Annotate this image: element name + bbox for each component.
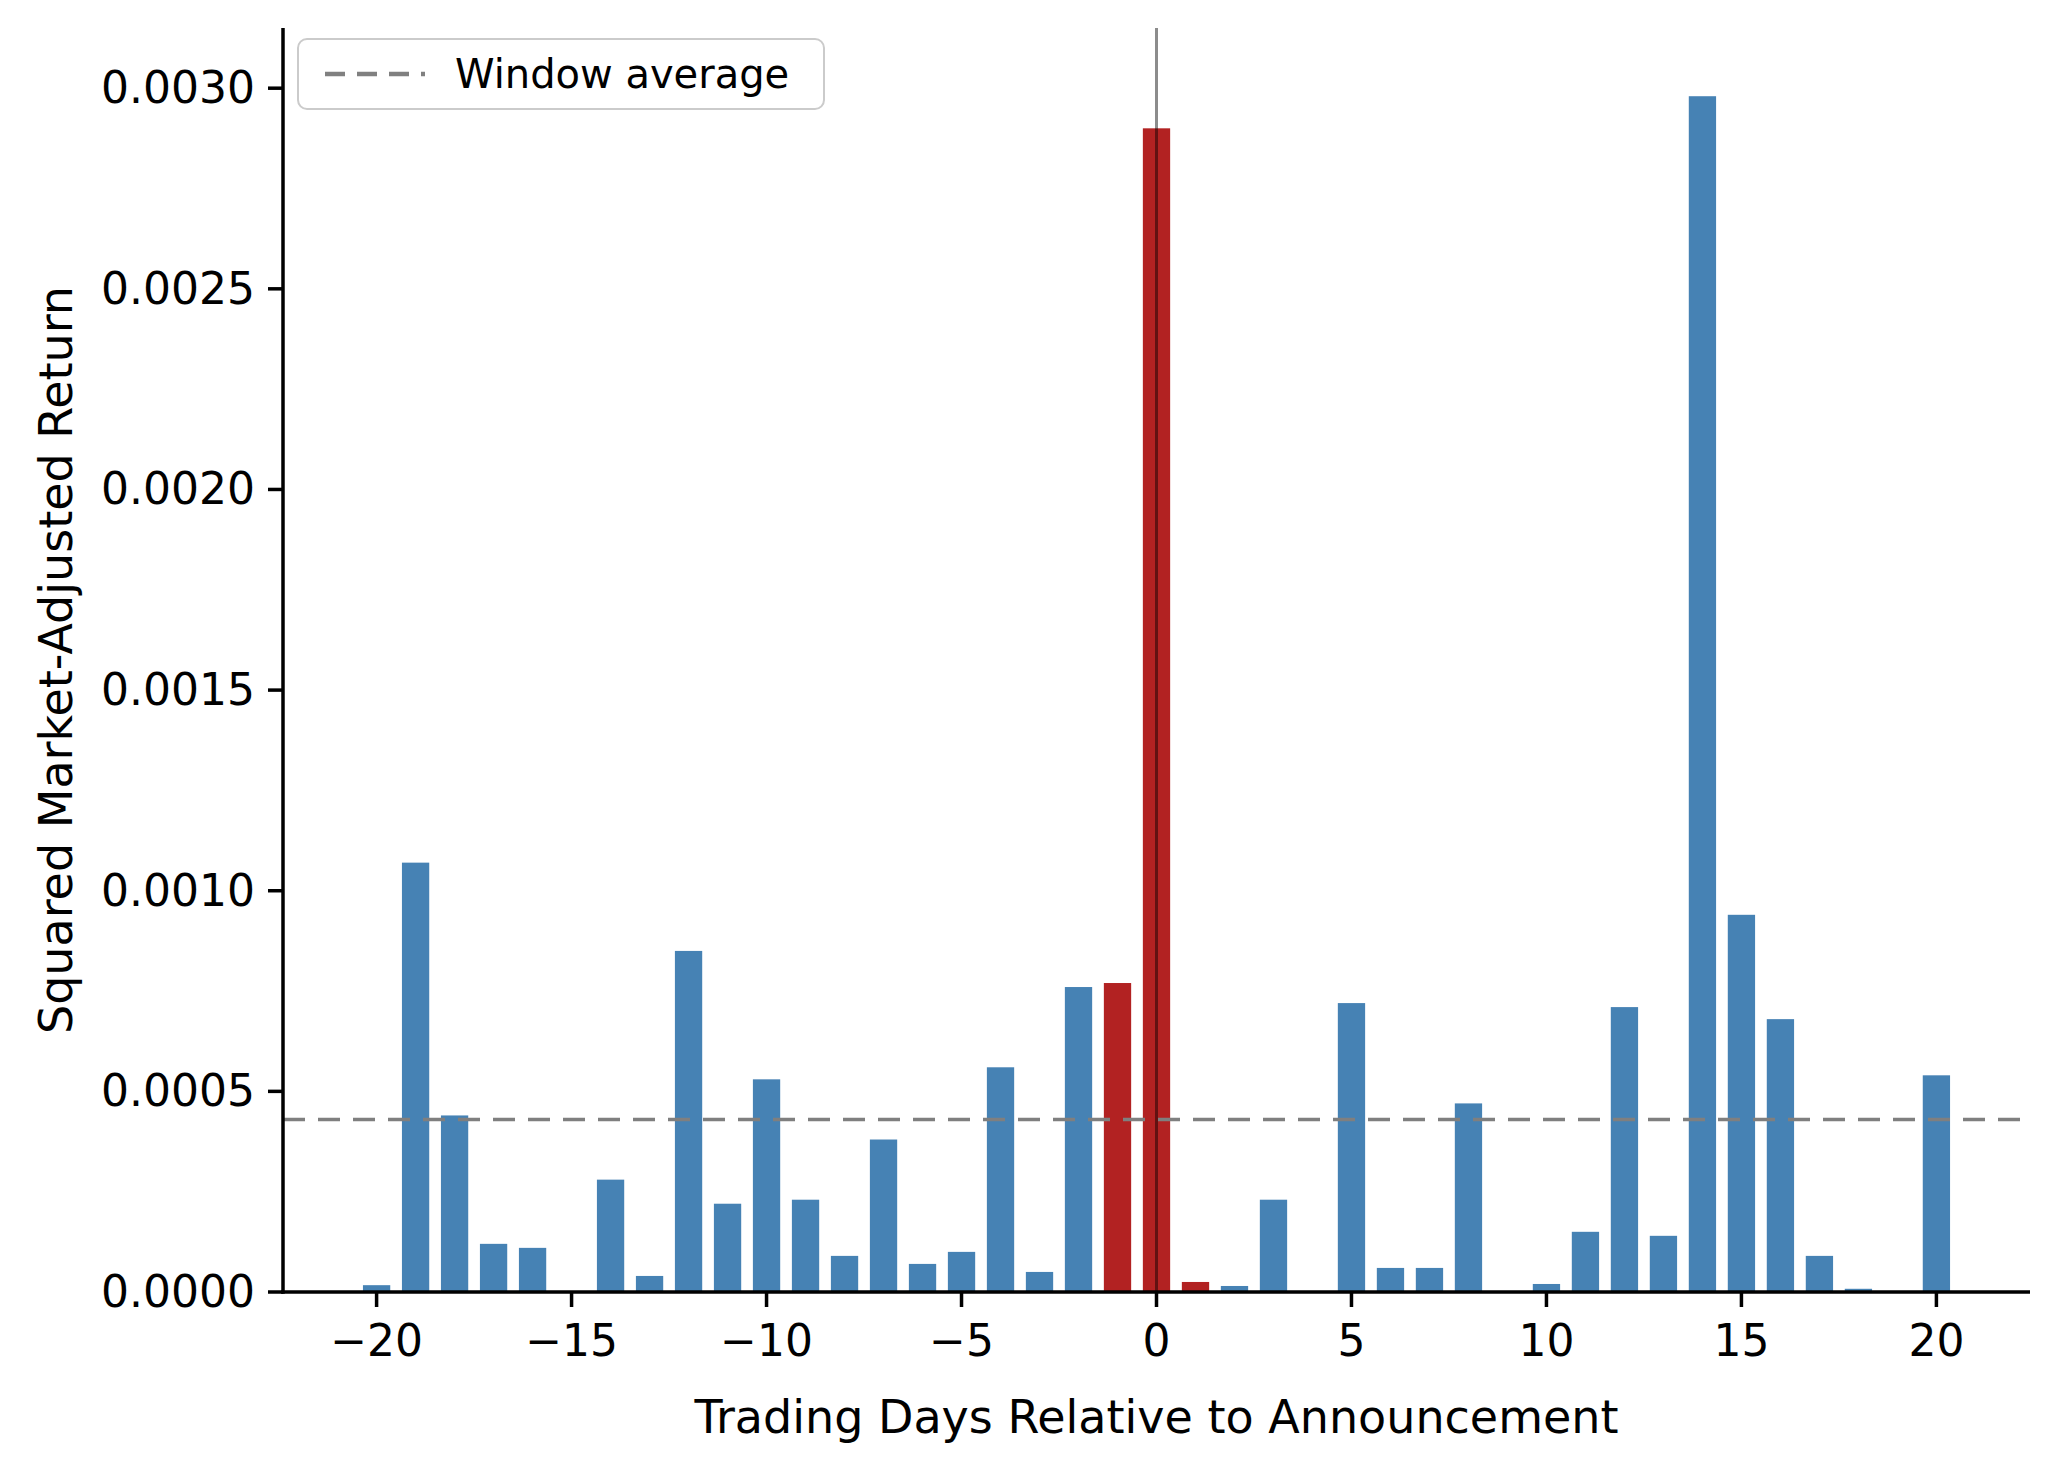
bar-day--17: [480, 1244, 507, 1292]
bar-day-16: [1767, 1019, 1794, 1292]
y-tick-label-0.0030: 0.0030: [101, 62, 255, 113]
bar-day--19: [402, 863, 429, 1292]
y-tick-label-0.0020: 0.0020: [101, 463, 255, 514]
y-tick-label-0.0010: 0.0010: [101, 865, 255, 916]
x-tick-label-20: 20: [1908, 1315, 1964, 1366]
x-tick-label--15: −15: [525, 1315, 618, 1366]
bar-day--9: [792, 1200, 819, 1292]
x-tick-label-15: 15: [1713, 1315, 1769, 1366]
x-tick-label--20: −20: [330, 1315, 423, 1366]
bar-day-11: [1572, 1232, 1599, 1292]
bar-day--18: [441, 1115, 468, 1292]
legend-dashed-line-sample: [325, 69, 425, 79]
x-tick-label--5: −5: [929, 1315, 994, 1366]
bar-day--3: [1026, 1272, 1053, 1292]
bar-day-8: [1455, 1103, 1482, 1292]
bar-day-17: [1806, 1256, 1833, 1292]
y-tick-label-0.0005: 0.0005: [101, 1065, 255, 1116]
bar-day-14: [1689, 96, 1716, 1292]
event-study-figure: −20 −15 −10 −5 0 5 10 15 20 0.0000 0.0005 0.0010 0.0…: [0, 0, 2060, 1458]
y-tick-label-0.0025: 0.0025: [101, 263, 255, 314]
x-axis-title: Trading Days Relative to Announcement: [283, 1390, 2030, 1444]
event-window-bar-day--1: [1104, 983, 1131, 1292]
bar-day-20: [1923, 1075, 1950, 1292]
bar-day-13: [1650, 1236, 1677, 1292]
bar-day--10: [753, 1079, 780, 1292]
x-tick-label-0: 0: [1143, 1315, 1171, 1366]
legend-label: Window average: [455, 51, 789, 97]
x-tick-label-10: 10: [1518, 1315, 1574, 1366]
bar-day--13: [636, 1276, 663, 1292]
bar-day--12: [675, 951, 702, 1292]
y-tick-label-0.0000: 0.0000: [101, 1266, 255, 1317]
bar-day--5: [948, 1252, 975, 1292]
bar-day--2: [1065, 987, 1092, 1292]
bar-day--11: [714, 1204, 741, 1292]
x-tick-label-5: 5: [1337, 1315, 1365, 1366]
bar-chart-canvas: −20 −15 −10 −5 0 5 10 15 20 0.0000 0.0005 0.0010 0.0…: [0, 0, 2060, 1458]
bar-day-5: [1338, 1003, 1365, 1292]
bar-day-3: [1260, 1200, 1287, 1292]
y-tick-label-0.0015: 0.0015: [101, 664, 255, 715]
bar-day--7: [870, 1140, 897, 1292]
bar-day--14: [597, 1180, 624, 1292]
bar-day-12: [1611, 1007, 1638, 1292]
bar-day-15: [1728, 915, 1755, 1292]
bar-day-6: [1377, 1268, 1404, 1292]
bar-day--8: [831, 1256, 858, 1292]
bar-day-7: [1416, 1268, 1443, 1292]
bar-day--6: [909, 1264, 936, 1292]
legend-box: Window average: [297, 38, 825, 110]
bar-day--4: [987, 1067, 1014, 1292]
y-axis-title: Squared Market-Adjusted Return: [29, 286, 83, 1034]
bar-day--16: [519, 1248, 546, 1292]
x-tick-label--10: −10: [720, 1315, 813, 1366]
